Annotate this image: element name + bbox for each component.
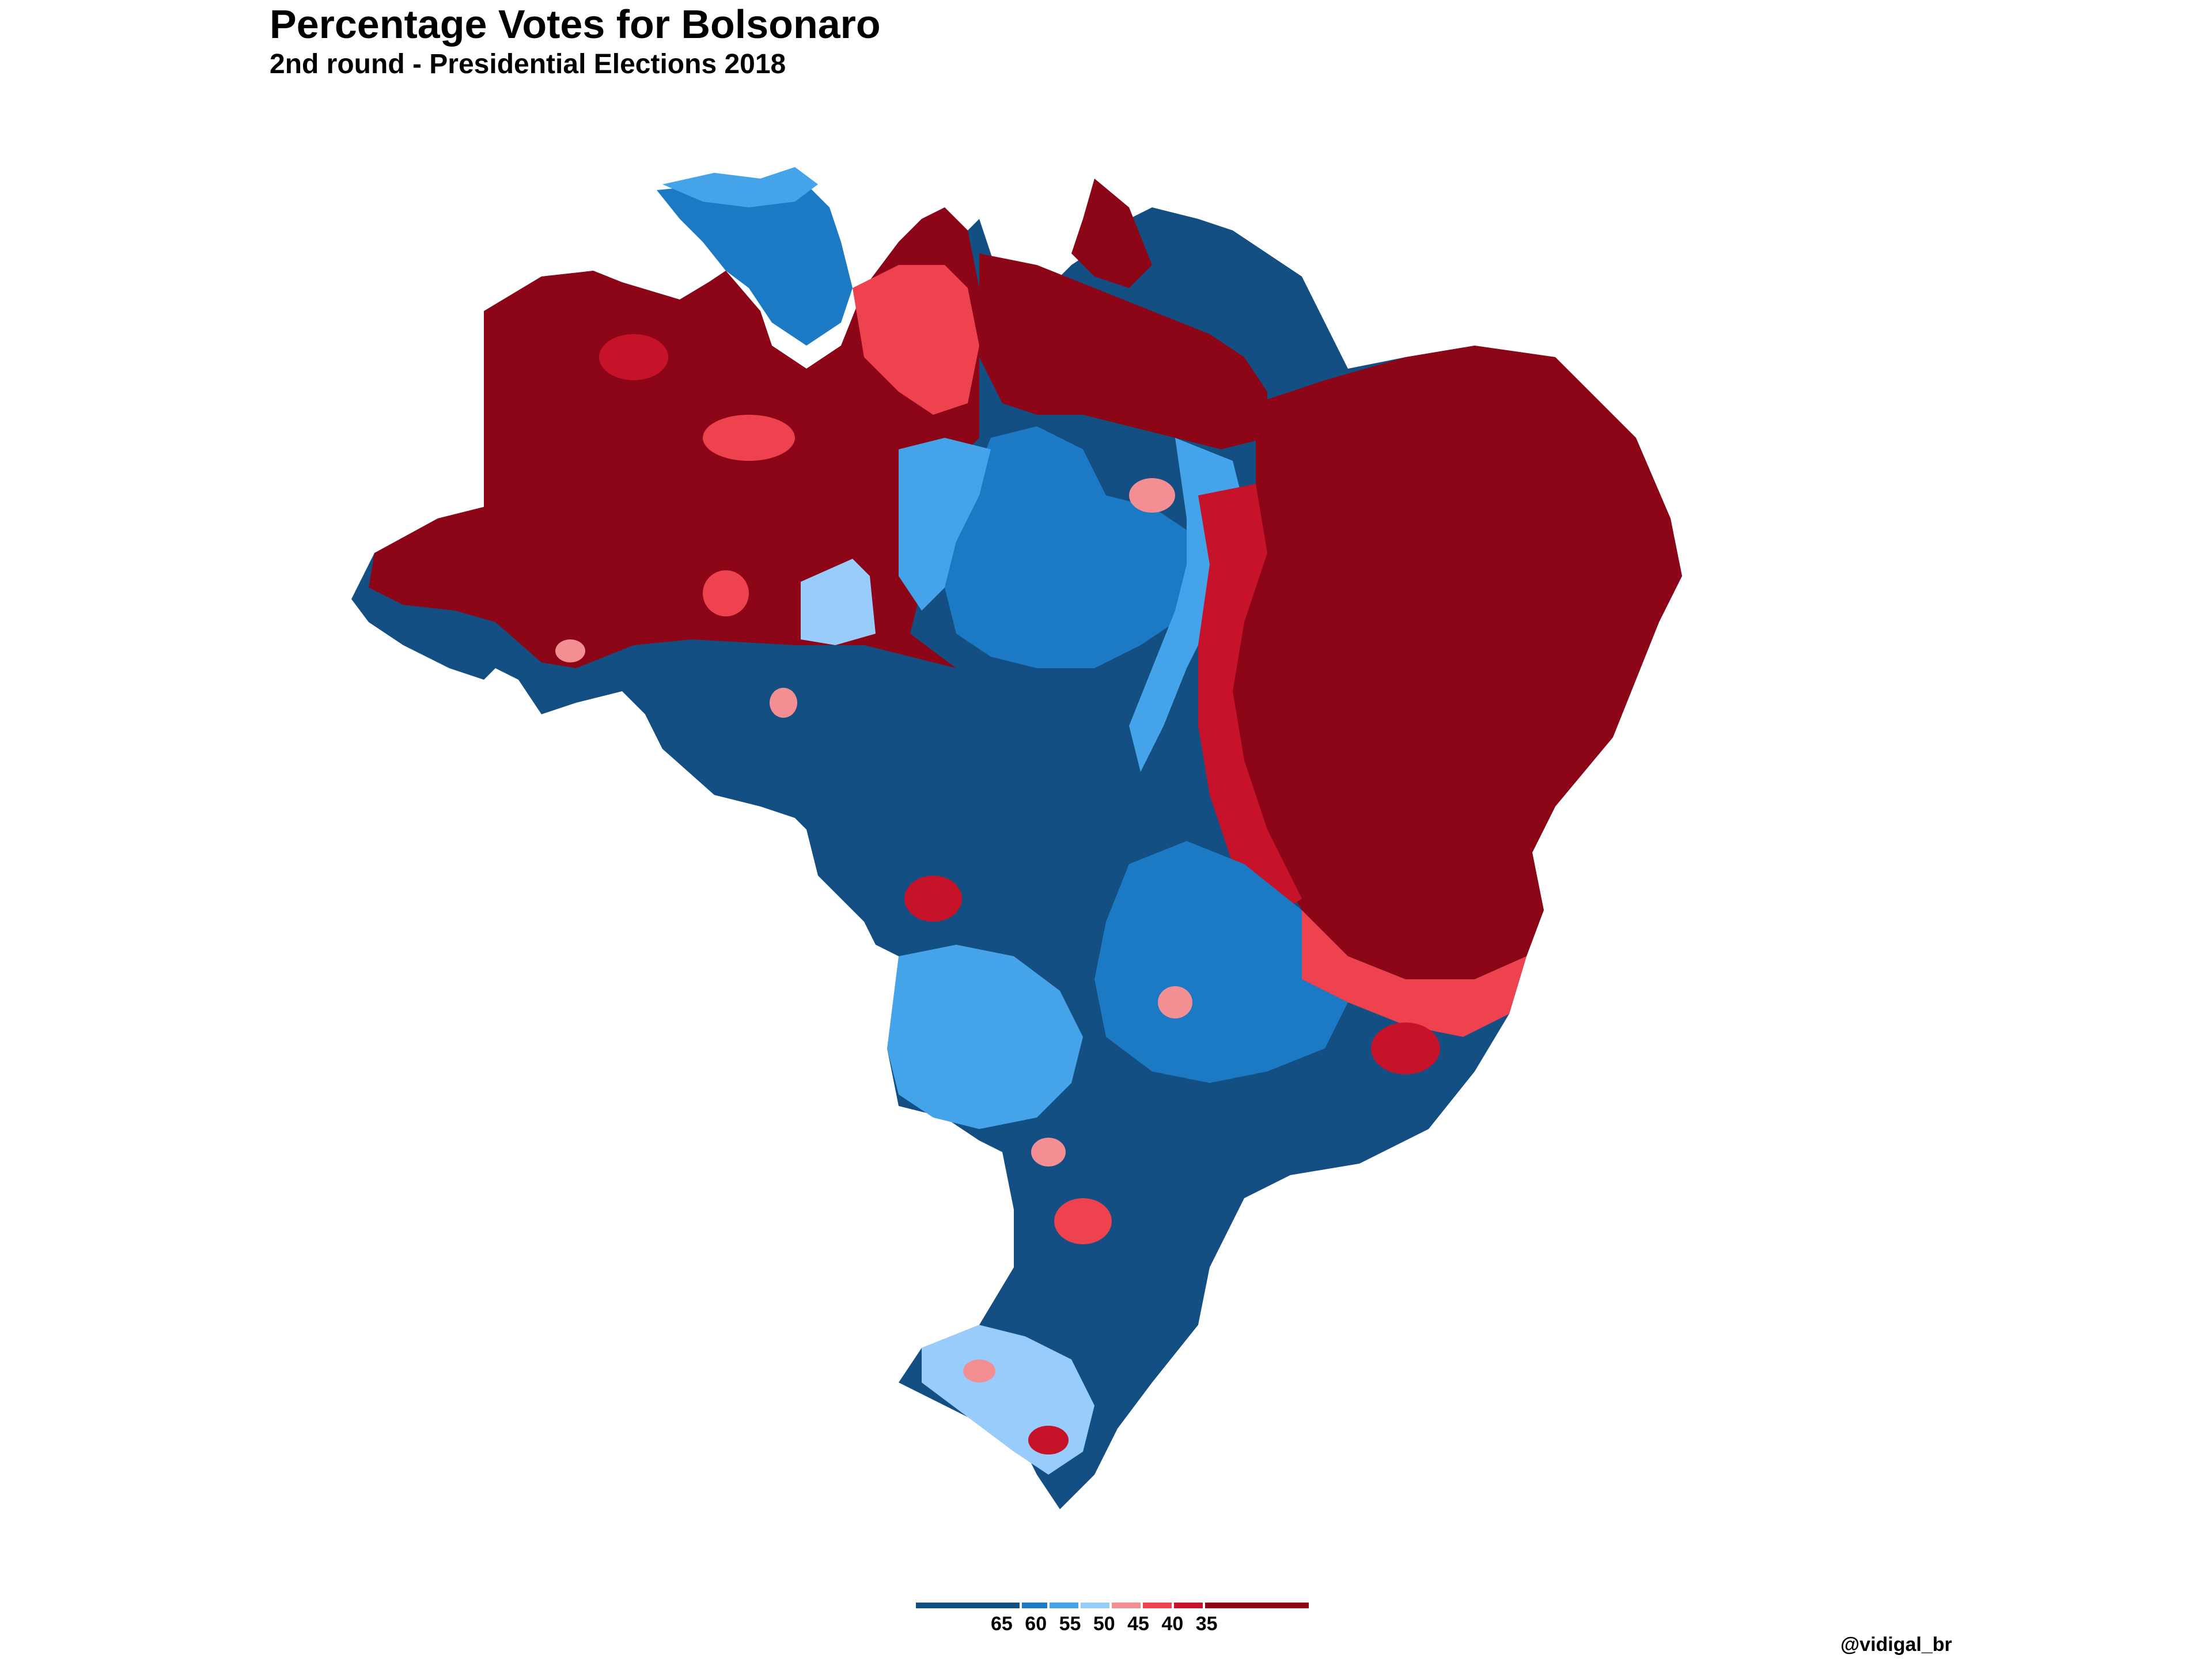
patch-para-red2	[703, 570, 749, 616]
patch-rs-red	[1028, 1426, 1069, 1455]
patch-rs-pink	[963, 1359, 995, 1382]
map-title: Percentage Votes for Bolsonaro	[270, 2, 881, 47]
region-northeast-fringe	[1198, 484, 1302, 922]
region-minas-gerais	[1094, 841, 1348, 1083]
region-northeast	[1210, 346, 1682, 979]
legend-label: 35	[1195, 1613, 1218, 1635]
region-rondonia-matogrosso	[634, 639, 1141, 864]
patch-minas-red	[1371, 1022, 1440, 1074]
legend-bin-60-65	[1022, 1603, 1047, 1608]
region-amazonas-acre	[369, 207, 979, 668]
region-central-para	[945, 426, 1198, 668]
legend-label: 40	[1161, 1613, 1184, 1635]
legend-bin-50-55	[1081, 1603, 1109, 1608]
patch-parana-red	[1054, 1198, 1112, 1244]
legend-label: 55	[1059, 1613, 1081, 1635]
legend-bin-40-45	[1143, 1603, 1172, 1608]
legend-bin-lt35	[1205, 1603, 1309, 1608]
region-north-para-dark	[979, 253, 1267, 449]
region-amapa	[1071, 179, 1152, 288]
patch-acre-pink	[555, 639, 585, 662]
region-mato-grosso-do-sul	[887, 945, 1083, 1129]
patch-mt-red	[904, 876, 962, 922]
author-credit: @vidigal_br	[1840, 1634, 1952, 1656]
patch-amazonas-red	[599, 334, 668, 380]
patch-para-pink	[1129, 478, 1175, 513]
legend-color-bar	[916, 1603, 1313, 1608]
region-north-para-red	[853, 265, 979, 415]
legend-labels: 65 60 55 50 45 40 35	[991, 1613, 1225, 1635]
region-roraima	[657, 184, 853, 346]
legend-label: 50	[1093, 1613, 1115, 1635]
region-light-blue-west-para	[899, 438, 991, 611]
legend-label: 60	[1025, 1613, 1047, 1635]
legend-bin-55-60	[1050, 1603, 1078, 1608]
patch-sp-red	[1031, 1138, 1066, 1166]
legend-label: 45	[1127, 1613, 1149, 1635]
patch-goias-red	[1158, 986, 1192, 1018]
region-bahia-south	[1302, 910, 1527, 1037]
region-roraima-north	[662, 167, 818, 207]
map-subtitle: 2nd round - Presidential Elections 2018	[270, 49, 786, 79]
legend-label: 65	[991, 1613, 1013, 1635]
legend-bin-35-40	[1174, 1603, 1203, 1608]
patch-rondonia-pink	[770, 688, 797, 718]
patch-amazonas-red2	[703, 415, 795, 461]
legend-bin-gt65	[916, 1603, 1020, 1608]
region-pale-blue-patch	[801, 559, 876, 645]
legend-bin-45-50	[1112, 1603, 1141, 1608]
